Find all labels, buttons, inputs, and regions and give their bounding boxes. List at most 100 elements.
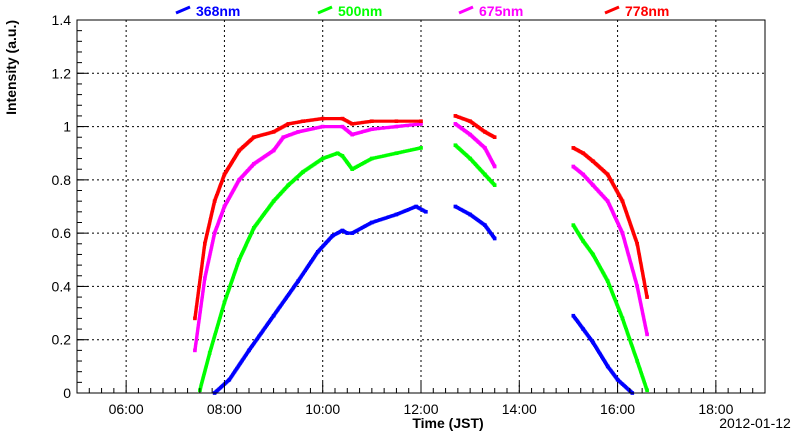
series-778nm <box>193 114 649 321</box>
data-point <box>483 130 487 134</box>
data-point <box>340 154 345 158</box>
data-point <box>271 199 276 203</box>
axis-ticks: 06:00 08:00 10:00 12:00 14:00 16:00 18:00 0 0.2 0… <box>52 12 766 417</box>
y-tick-label: 0 <box>63 385 71 401</box>
data-point <box>320 124 325 129</box>
data-point <box>394 212 399 217</box>
data-point <box>453 143 458 147</box>
data-point <box>252 162 256 166</box>
data-point <box>212 199 217 203</box>
data-point <box>620 316 625 321</box>
data-point <box>571 146 576 150</box>
x-tick-label: 18:00 <box>698 401 733 417</box>
data-point <box>453 114 458 118</box>
data-point <box>419 119 423 123</box>
data-point <box>271 148 276 153</box>
data-point <box>419 122 423 126</box>
data-point <box>492 183 497 187</box>
legend-swatch <box>317 5 333 15</box>
data-point <box>571 223 576 227</box>
data-point <box>620 231 625 235</box>
x-axis-title: Time (JST) <box>412 415 483 431</box>
y-tick-label: 0.6 <box>52 225 72 241</box>
data-point <box>330 234 335 238</box>
data-point <box>591 183 595 187</box>
data-point <box>591 159 595 163</box>
data-point <box>370 119 374 123</box>
data-point <box>605 279 610 283</box>
data-point <box>252 135 256 139</box>
data-point <box>320 156 325 161</box>
x-tick-label: 14:00 <box>502 401 537 417</box>
data-point <box>424 210 428 214</box>
data-point <box>468 119 472 123</box>
data-point <box>581 239 585 243</box>
legend-label: 778nm <box>625 3 669 19</box>
data-point <box>222 204 227 209</box>
y-tick-label: 0.8 <box>52 172 72 188</box>
data-point <box>591 252 595 257</box>
data-point <box>345 231 350 235</box>
data-point <box>340 116 345 121</box>
y-tick-label: 1.2 <box>52 65 72 81</box>
data-point <box>350 122 354 126</box>
data-point <box>635 284 639 289</box>
data-point <box>483 172 487 177</box>
data-point <box>492 164 497 169</box>
data-point <box>370 127 374 131</box>
legend-label: 500nm <box>338 3 382 19</box>
data-point <box>193 348 197 353</box>
data-point <box>605 172 610 177</box>
data-point <box>605 364 610 369</box>
data-point <box>635 359 639 363</box>
data-point <box>635 242 639 246</box>
data-point <box>645 388 649 393</box>
y-axis-title: Intensity (a.u.) <box>3 20 19 115</box>
legend-swatch <box>458 5 474 15</box>
data-point <box>492 236 497 241</box>
data-point <box>591 340 595 345</box>
y-tick-label: 0.2 <box>52 332 72 348</box>
data-point <box>301 119 305 123</box>
data-point <box>212 231 217 235</box>
data-point <box>581 172 585 177</box>
data-point <box>571 313 576 318</box>
data-point <box>571 164 576 169</box>
data-point <box>350 132 354 137</box>
data-point <box>296 279 300 283</box>
data-point <box>492 135 497 139</box>
data-point <box>237 258 241 262</box>
data-point <box>645 332 649 337</box>
data-point <box>286 183 291 187</box>
data-point <box>340 124 345 129</box>
data-point <box>271 130 276 134</box>
x-tick-label: 12:00 <box>403 401 438 417</box>
data-point <box>252 226 256 230</box>
data-point <box>286 122 291 126</box>
data-point <box>281 135 286 139</box>
data-point <box>222 300 227 305</box>
x-tick-label: 10:00 <box>305 401 340 417</box>
data-point <box>203 276 207 281</box>
data-point <box>247 348 251 353</box>
data-point <box>645 295 649 299</box>
y-tick-label: 1 <box>63 119 71 135</box>
data-point <box>237 178 241 182</box>
x-tick-label: 06:00 <box>109 401 144 417</box>
data-point <box>222 172 227 177</box>
data-point <box>350 167 354 171</box>
data-point <box>203 242 207 246</box>
data-point <box>414 204 418 209</box>
data-point <box>316 250 320 254</box>
data-point <box>370 220 374 225</box>
data-point <box>483 223 487 227</box>
data-point <box>419 146 423 150</box>
data-point <box>615 377 620 382</box>
x-tick-label: 16:00 <box>600 401 635 417</box>
series-675nm <box>193 122 649 353</box>
y-tick-label: 0.4 <box>52 278 72 294</box>
data-point <box>620 199 625 203</box>
data-point <box>370 156 374 161</box>
data-point <box>296 130 300 134</box>
data-point <box>394 151 399 155</box>
